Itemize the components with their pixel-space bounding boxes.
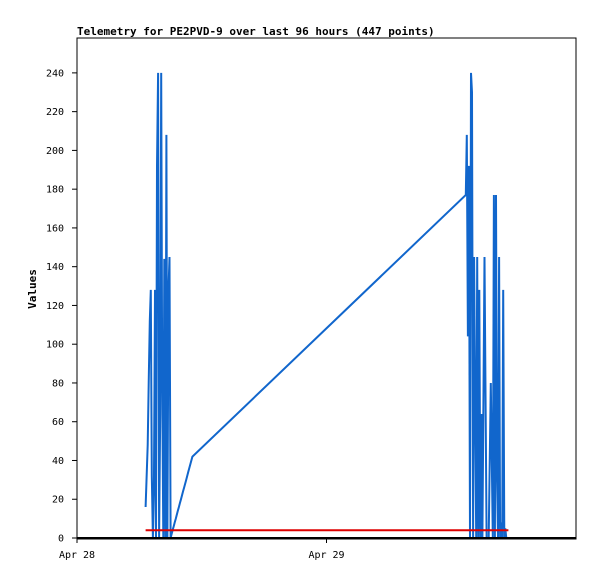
y-tick-label: 240: [46, 68, 64, 79]
series-line-main: [144, 72, 508, 539]
y-tick-label: 200: [46, 146, 64, 157]
y-tick-label: 140: [46, 262, 64, 273]
y-tick-label: 160: [46, 223, 64, 234]
y-tick-label: 100: [46, 340, 64, 351]
y-tick-label: 20: [52, 495, 64, 506]
y-tick-label: 40: [52, 456, 64, 467]
chart-title: Telemetry for PE2PVD-9 over last 96 hour…: [77, 25, 435, 38]
y-tick-label: 80: [52, 378, 64, 389]
x-tick-label: Apr 28: [59, 550, 95, 561]
y-tick-label: 180: [46, 185, 64, 196]
y-tick-label: 220: [46, 107, 64, 118]
y-axis-ticks: 0 20 40 60 80 100 120 140 160 180 200 220 240: [46, 68, 77, 545]
y-tick-label: 60: [52, 417, 64, 428]
y-tick-label: 120: [46, 301, 64, 312]
x-tick-label: Apr 29: [308, 550, 344, 561]
series-layer: [144, 72, 509, 539]
y-axis-label: Values: [26, 269, 39, 309]
y-tick-label: 0: [58, 534, 64, 545]
